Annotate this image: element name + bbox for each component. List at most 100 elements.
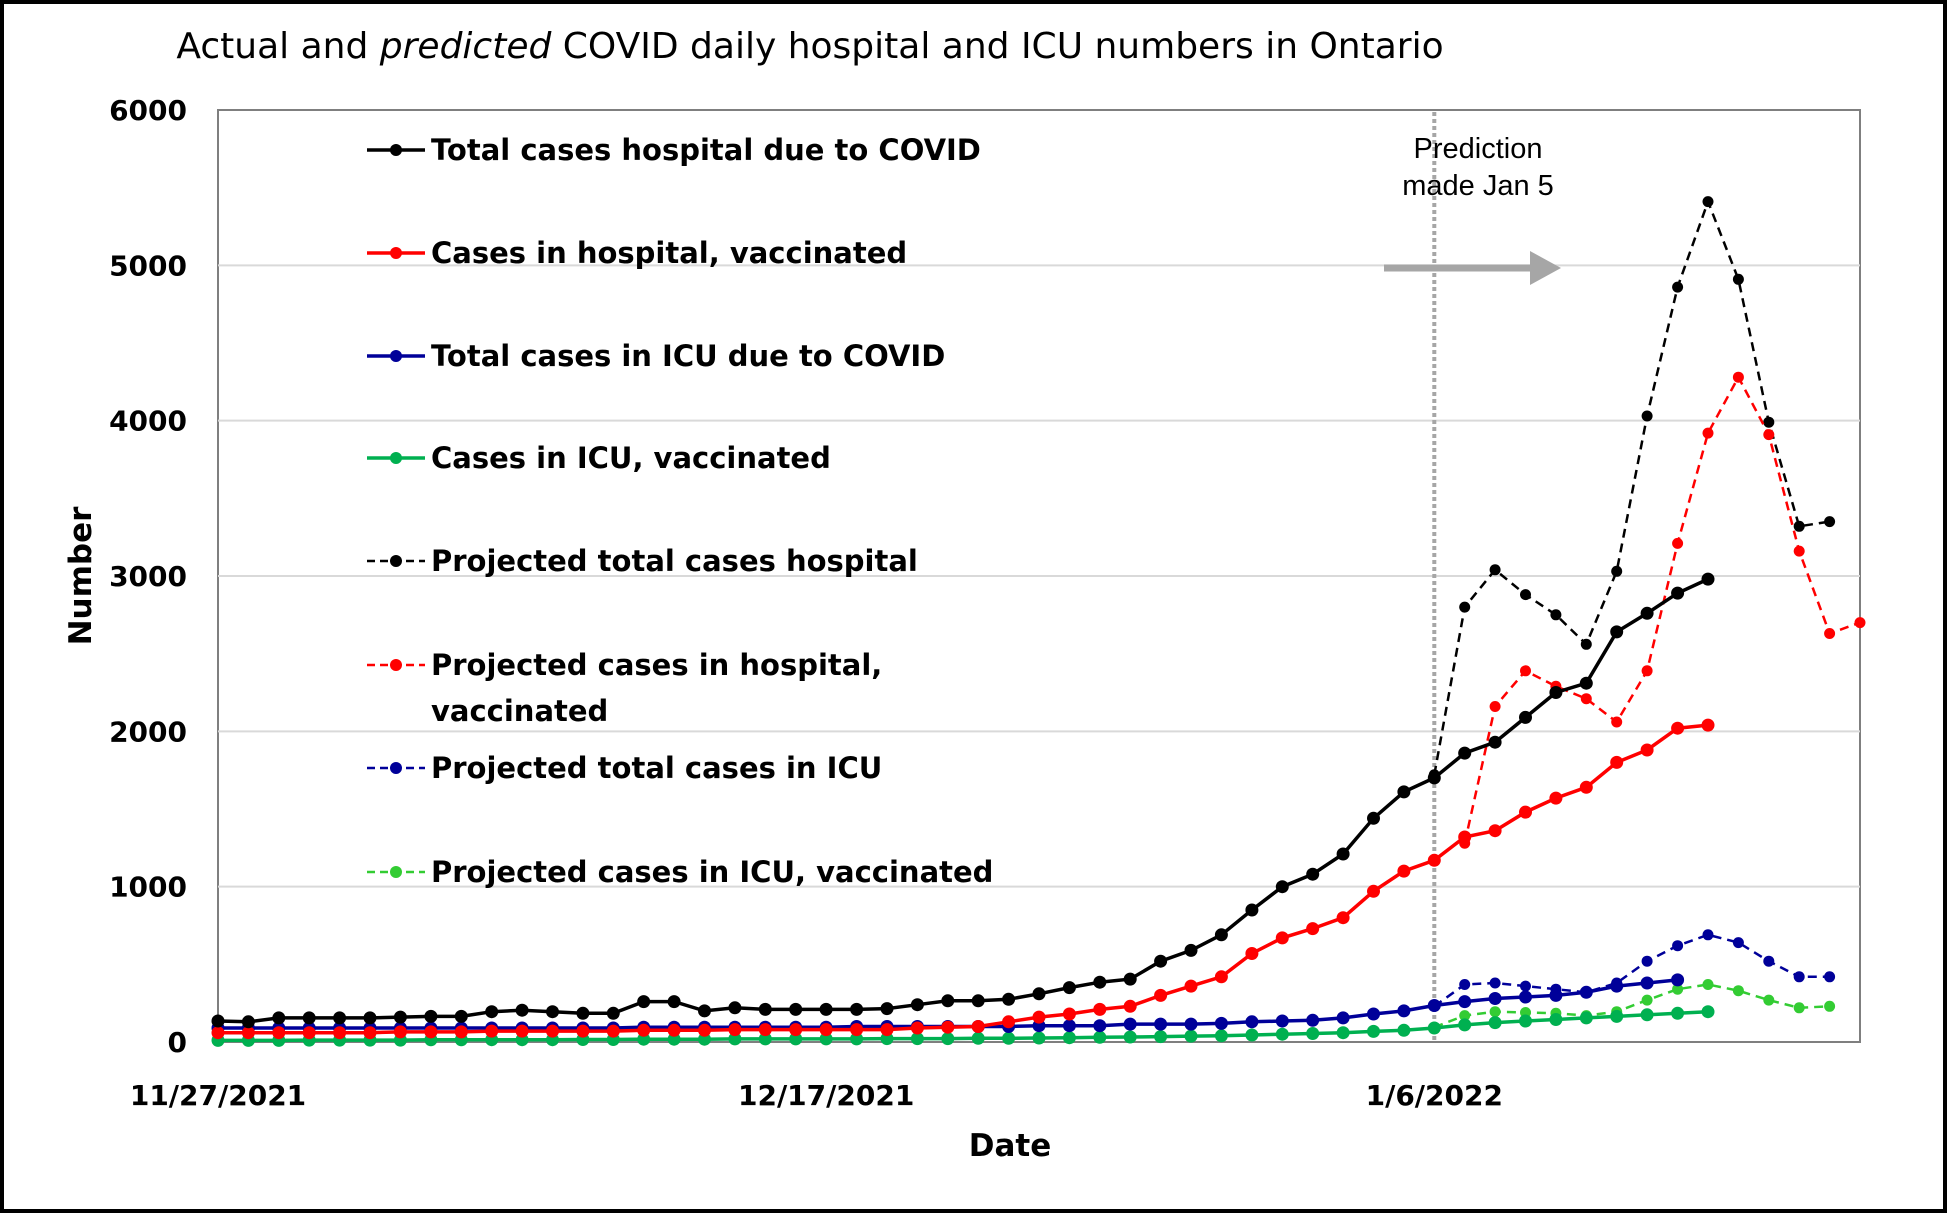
legend-item: Cases in ICU, vaccinated [367,441,831,475]
data-point [546,1024,559,1038]
data-point [1306,867,1320,881]
data-point [1520,589,1531,601]
data-point [1824,971,1836,983]
data-point [698,1023,711,1037]
data-point [1275,1027,1289,1041]
data-point [1275,931,1289,945]
data-point [1579,780,1593,794]
data-point [272,1011,286,1025]
data-point [515,1024,529,1038]
series-projected-5 [1459,371,1866,849]
data-point [1824,1000,1836,1012]
data-point [1184,1017,1198,1031]
data-point [1701,718,1715,732]
y-tick-label: 1000 [109,871,187,904]
data-point [1214,928,1228,942]
data-point [576,1024,590,1038]
data-point [1184,1029,1198,1043]
data-point [1093,1002,1107,1016]
legend-item: Projected total cases in ICU [367,751,882,785]
data-point [637,1032,651,1046]
data-point [1763,429,1775,441]
data-point [1520,665,1531,677]
data-point [698,1004,711,1018]
x-axis-label: Date [969,1128,1052,1164]
data-point [1519,805,1532,819]
data-point [363,1026,377,1040]
legend-label: Projected cases in ICU, vaccinated [431,855,993,889]
data-point [880,1002,894,1016]
series-layer [211,196,1866,1047]
data-point [971,1031,985,1045]
data-point [1093,1030,1107,1044]
data-point [1641,410,1653,422]
y-tick-label: 3000 [109,560,187,593]
data-point [1123,1017,1137,1031]
data-point [910,1021,924,1035]
data-point [1459,1010,1471,1022]
data-point [485,1005,499,1019]
data-point [1427,853,1441,867]
data-point [1459,979,1471,990]
data-point [1154,954,1168,968]
data-point [1549,988,1563,1002]
data-point [1184,943,1198,957]
data-point [1062,1031,1076,1045]
data-point [576,1006,590,1020]
legend-marker [390,555,402,567]
chart-title-part1: Actual and [176,26,379,67]
prediction-arrow-head [1530,251,1561,285]
data-point [1306,922,1320,936]
data-point [1519,990,1532,1004]
chart-title-part3: COVID daily hospital and ICU numbers in … [551,26,1443,67]
data-point [241,1026,255,1040]
series-actual-0 [211,572,1715,1029]
data-point [606,1024,620,1038]
data-point [850,1002,864,1016]
data-point [1702,427,1714,439]
data-point [1793,520,1805,532]
data-point [1580,693,1592,705]
data-point [1520,980,1531,992]
data-point [1336,847,1350,861]
data-point [1549,686,1563,699]
annotation-line2: made Jan 5 [1402,170,1554,202]
data-point [1610,625,1624,639]
data-point [971,1020,985,1033]
data-point [1580,638,1592,650]
data-point [1519,710,1532,724]
data-point [1427,1021,1441,1035]
legend-item: Total cases hospital due to COVID [367,133,981,167]
data-point [1062,1019,1076,1033]
data-point [1123,999,1137,1013]
data-point [819,1023,833,1037]
data-point [1641,994,1653,1006]
data-point [1032,987,1046,1001]
data-point [363,1011,377,1025]
legend: Total cases hospital due to COVID Cases i… [367,133,993,889]
data-point [1458,1018,1472,1032]
data-point [1488,1016,1502,1030]
data-point [1427,771,1441,785]
data-point [1245,947,1259,960]
x-tick-label: 11/27/2021 [130,1079,306,1112]
data-point [1336,1026,1350,1040]
legend-marker [390,659,402,671]
legend-marker [390,350,402,362]
data-point [1002,992,1016,1006]
legend-label: Cases in hospital, vaccinated [431,236,907,270]
data-point [1732,937,1744,949]
data-point [485,1024,499,1038]
data-point [1702,196,1714,208]
data-point [1397,864,1411,878]
data-point [1488,992,1502,1005]
data-point [1550,609,1562,621]
data-point [1367,1024,1380,1038]
data-point [819,1032,833,1046]
data-point [1488,735,1502,749]
data-point [1458,746,1472,760]
data-point [1824,628,1836,639]
data-point [211,1014,225,1028]
data-point [1245,1015,1259,1029]
data-point [454,1009,468,1023]
